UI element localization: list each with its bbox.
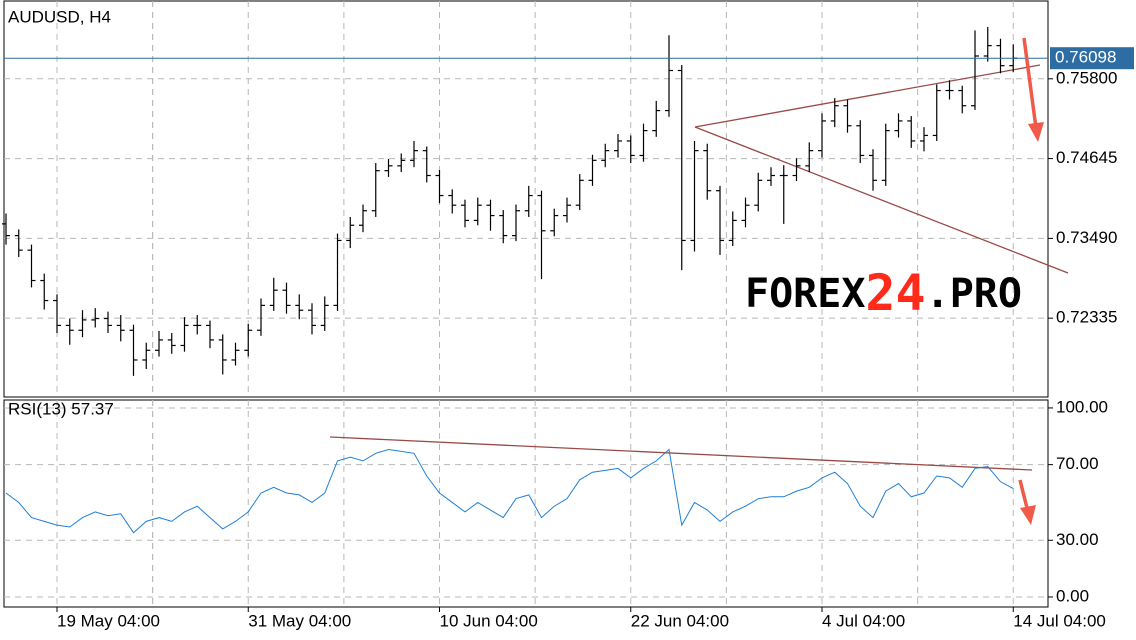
trend-line [694,126,1069,274]
arrow-head [1020,505,1036,525]
rsi-panel [3,399,1049,608]
y-tick-label: 0.75800 [1056,68,1117,87]
last-price-label: 0.76098 [1055,48,1116,67]
arrow-head [1028,122,1044,142]
x-tick-label: 4 Jul 04:00 [822,611,905,630]
y-tick-label: 0.00 [1056,586,1089,605]
x-tick-label: 10 Jun 04:00 [440,611,538,630]
y-tick-label: 0.73490 [1056,228,1117,247]
arrow [1018,479,1030,513]
y-tick-label: 0.74645 [1056,148,1117,167]
chart-title: AUDUSD, H4 [8,7,111,26]
grid [4,1,1048,607]
watermark-text: FOREX [745,271,865,317]
y-tick-label: 30.00 [1056,530,1099,549]
rsi-line [5,448,1014,534]
x-tick-label: 31 May 04:00 [248,611,351,630]
trend-line [694,64,1041,128]
price-panel [3,0,1049,398]
y-tick-label: 0.72335 [1056,308,1117,327]
y-tick-label: 70.00 [1056,454,1099,473]
last-price-box [1050,47,1134,70]
watermark: FOREX24.PRO [745,264,1022,322]
trend-line [329,436,1033,471]
x-tick-label: 19 May 04:00 [57,611,160,630]
rsi-title: RSI(13) 57.37 [8,399,114,418]
x-tick-label: 22 Jun 04:00 [631,611,729,630]
arrow [1022,37,1038,129]
y-tick-label: 100.00 [1056,397,1108,416]
x-tick-label: 14 Jul 04:00 [1013,611,1106,630]
watermark-text: .PRO [926,271,1022,317]
plot [2,26,1048,534]
watermark-text: 24 [865,264,925,322]
